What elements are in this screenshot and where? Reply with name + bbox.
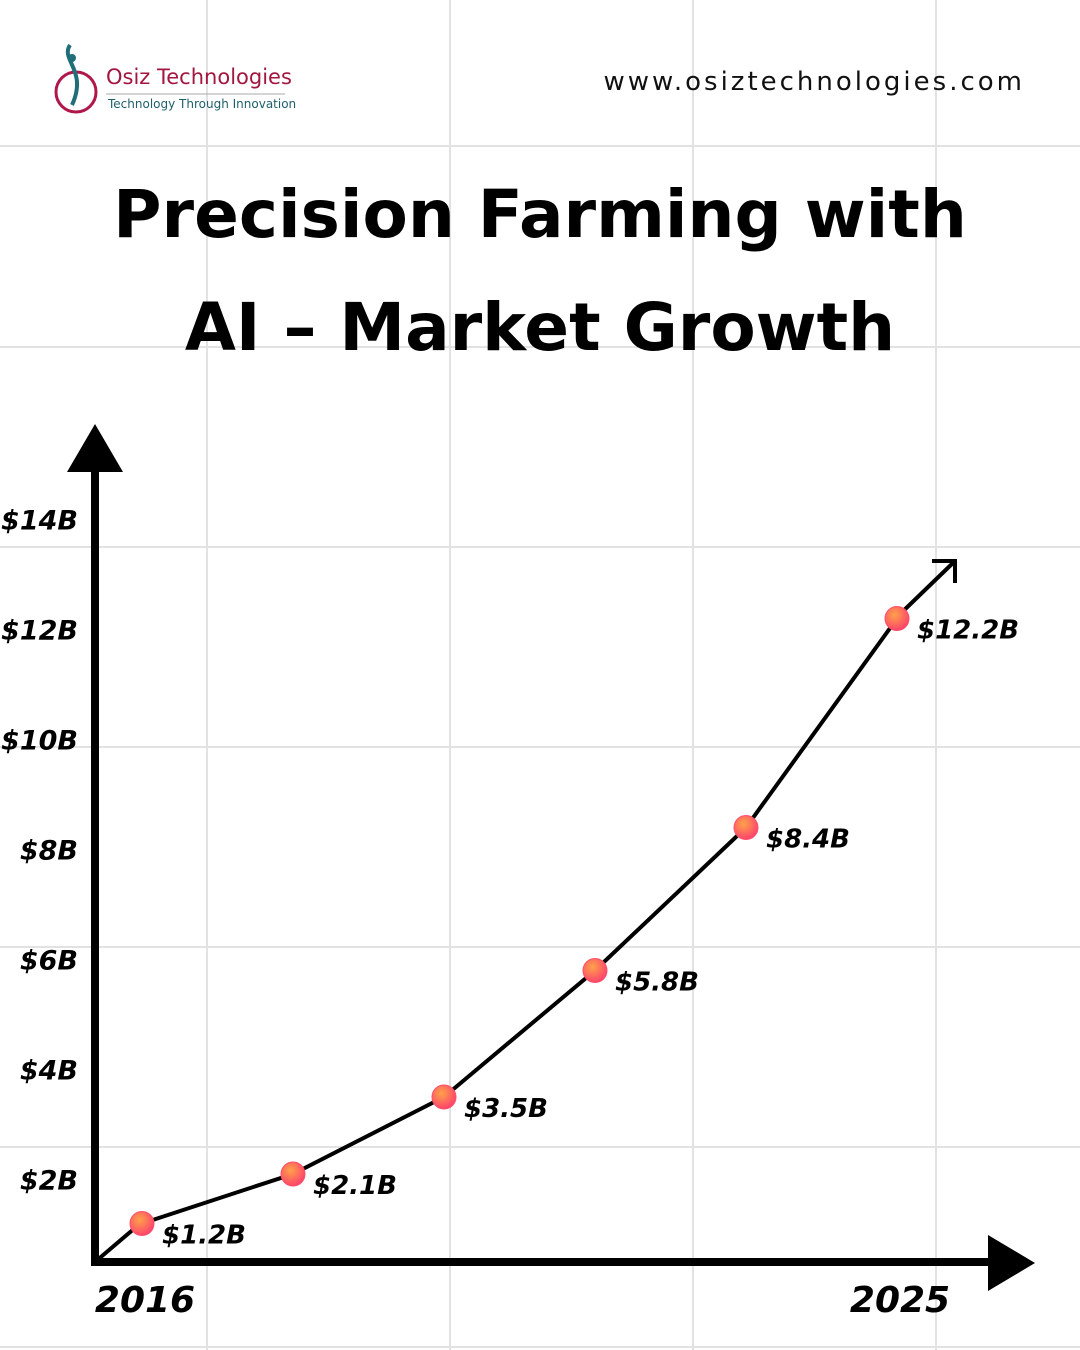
y-tick-label: $12B [1, 616, 78, 647]
y-tick-label: $10B [1, 726, 78, 757]
chart-title: Precision Farming with [113, 176, 967, 253]
value-label: $5.8B [615, 968, 699, 998]
line [141, 617, 899, 1226]
x-tick-label: 2016 [95, 1280, 195, 1321]
x-tick-label: 2025 [850, 1280, 950, 1321]
chart-title: AI – Market Growth [185, 289, 895, 366]
y-tick-label: $8B [20, 836, 78, 867]
value-label: $2.1B [313, 1171, 397, 1201]
marker [431, 1084, 457, 1110]
y-tick-label: $14B [1, 506, 78, 537]
logo-name: Osiz Technologies [106, 65, 292, 89]
y-tick-label: $6B [20, 946, 78, 977]
value-label: $1.2B [162, 1221, 246, 1251]
axes [67, 424, 1035, 1291]
website: www.osiztechnologies.com [603, 67, 1025, 97]
marker [884, 606, 910, 631]
marker [733, 815, 759, 840]
value-label: $8.4B [766, 825, 850, 855]
value-label: $3.5B [464, 1094, 548, 1124]
marker [280, 1161, 306, 1187]
logo-tagline: Technology Through Innovation [107, 97, 296, 111]
value-label: $12.2B [917, 616, 1019, 646]
marker [582, 958, 608, 983]
marker [129, 1211, 155, 1236]
logo [54, 43, 98, 114]
y-tick-label: $4B [20, 1056, 78, 1087]
y-tick-label: $2B [20, 1166, 78, 1197]
